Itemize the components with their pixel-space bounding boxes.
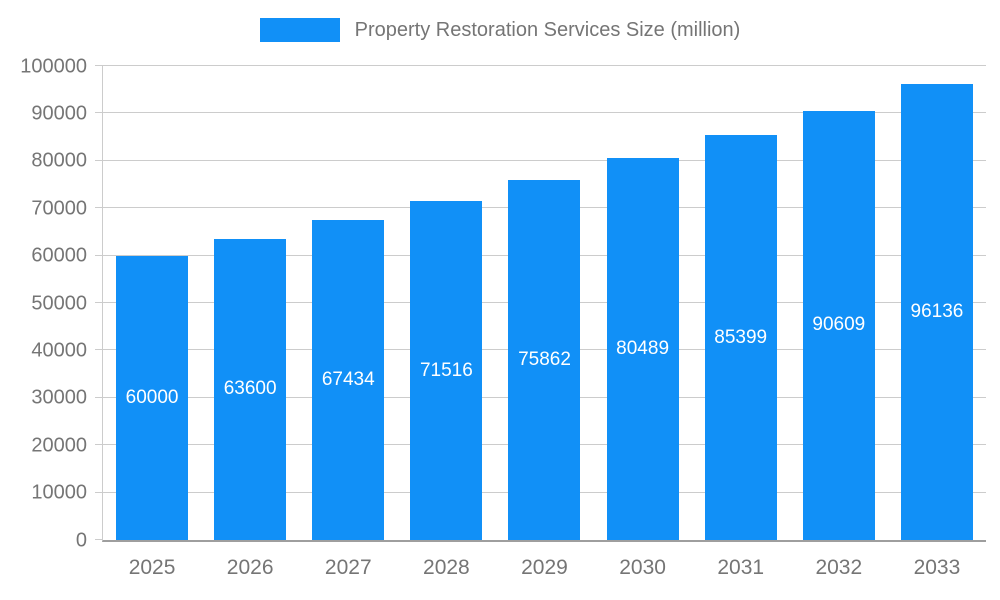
x-axis-label: 2032: [815, 556, 863, 579]
bar-column: 2028 71516: [397, 66, 495, 579]
bar-column: 2025 60000: [103, 66, 201, 579]
bar-value-label: 80489: [616, 338, 670, 360]
bar-column: 2032 90609: [790, 66, 888, 579]
bar: 60000: [116, 255, 189, 540]
y-axis-label: 90000: [31, 102, 87, 125]
y-axis-label: 60000: [31, 244, 87, 267]
y-axis-label: 70000: [31, 197, 87, 220]
bar: 80489: [606, 158, 679, 540]
y-axis-label: 80000: [31, 149, 87, 172]
y-axis-label: 100000: [20, 55, 87, 77]
y-axis-label: 40000: [31, 339, 87, 362]
plot-area: 0 10000 20000 30000 40000 50000 60000 70000 8000…: [20, 55, 986, 579]
y-axis-label: 10000: [31, 481, 87, 504]
y-axis-label: 0: [75, 529, 87, 551]
y-axis-tick: [95, 159, 103, 161]
x-axis-label: 2026: [226, 556, 274, 579]
x-axis-label: 2025: [128, 556, 176, 579]
y-axis-tick: [95, 396, 103, 398]
bar-value-label: 71516: [419, 359, 473, 381]
bar-value-label: 90609: [812, 314, 866, 336]
legend-swatch: [259, 18, 340, 42]
gridline: [103, 159, 986, 161]
bar-value-label: 63600: [223, 378, 277, 400]
bar: 63600: [214, 238, 287, 540]
y-axis-tick: [95, 302, 103, 303]
y-axis-label: 30000: [31, 386, 87, 409]
gridline: [103, 65, 986, 66]
bar-column: 2033 96136: [888, 66, 986, 579]
bar-value-label: 85399: [714, 326, 768, 348]
y-axis-label: 50000: [31, 292, 87, 314]
y-axis-tick: [95, 539, 103, 540]
gridline: [103, 112, 986, 114]
bar: 75862: [508, 180, 581, 540]
y-axis-tick: [95, 491, 103, 493]
x-axis-label: 2030: [619, 556, 666, 579]
bar: 67434: [312, 220, 385, 540]
chart-title: Property Restoration Services Size (mill…: [354, 18, 741, 41]
bar-column: 2027 67434: [299, 66, 397, 579]
x-axis-label: 2027: [324, 556, 372, 579]
y-axis-tick: [95, 65, 103, 66]
y-axis-tick: [95, 444, 103, 446]
bar-column: 2031 85399: [692, 66, 790, 579]
x-axis-label: 2029: [521, 556, 568, 579]
bar-value-label: 96136: [910, 301, 964, 323]
bar: 85399: [704, 135, 777, 540]
bar-column: 2029 75862: [495, 66, 593, 579]
y-axis-label: 20000: [31, 434, 87, 457]
y-axis-tick: [95, 207, 103, 209]
bar: 96136: [900, 84, 973, 540]
y-axis-tick: [95, 112, 103, 114]
bar: 90609: [802, 110, 875, 540]
legend: Property Restoration Services Size (mill…: [0, 18, 1000, 42]
bar-column: 2026 63600: [201, 66, 299, 579]
bar-value-label: 75862: [518, 349, 571, 371]
x-axis-label: 2028: [423, 556, 470, 579]
bar: 71516: [410, 201, 483, 540]
x-axis-label: 2031: [717, 556, 765, 579]
y-axis-tick: [95, 254, 103, 256]
bar-column: 2030 80489: [594, 66, 692, 579]
bar-value-label: 67434: [321, 369, 375, 391]
x-axis-label: 2033: [913, 556, 961, 579]
y-axis-tick: [95, 349, 103, 351]
bar-value-label: 60000: [125, 386, 179, 408]
